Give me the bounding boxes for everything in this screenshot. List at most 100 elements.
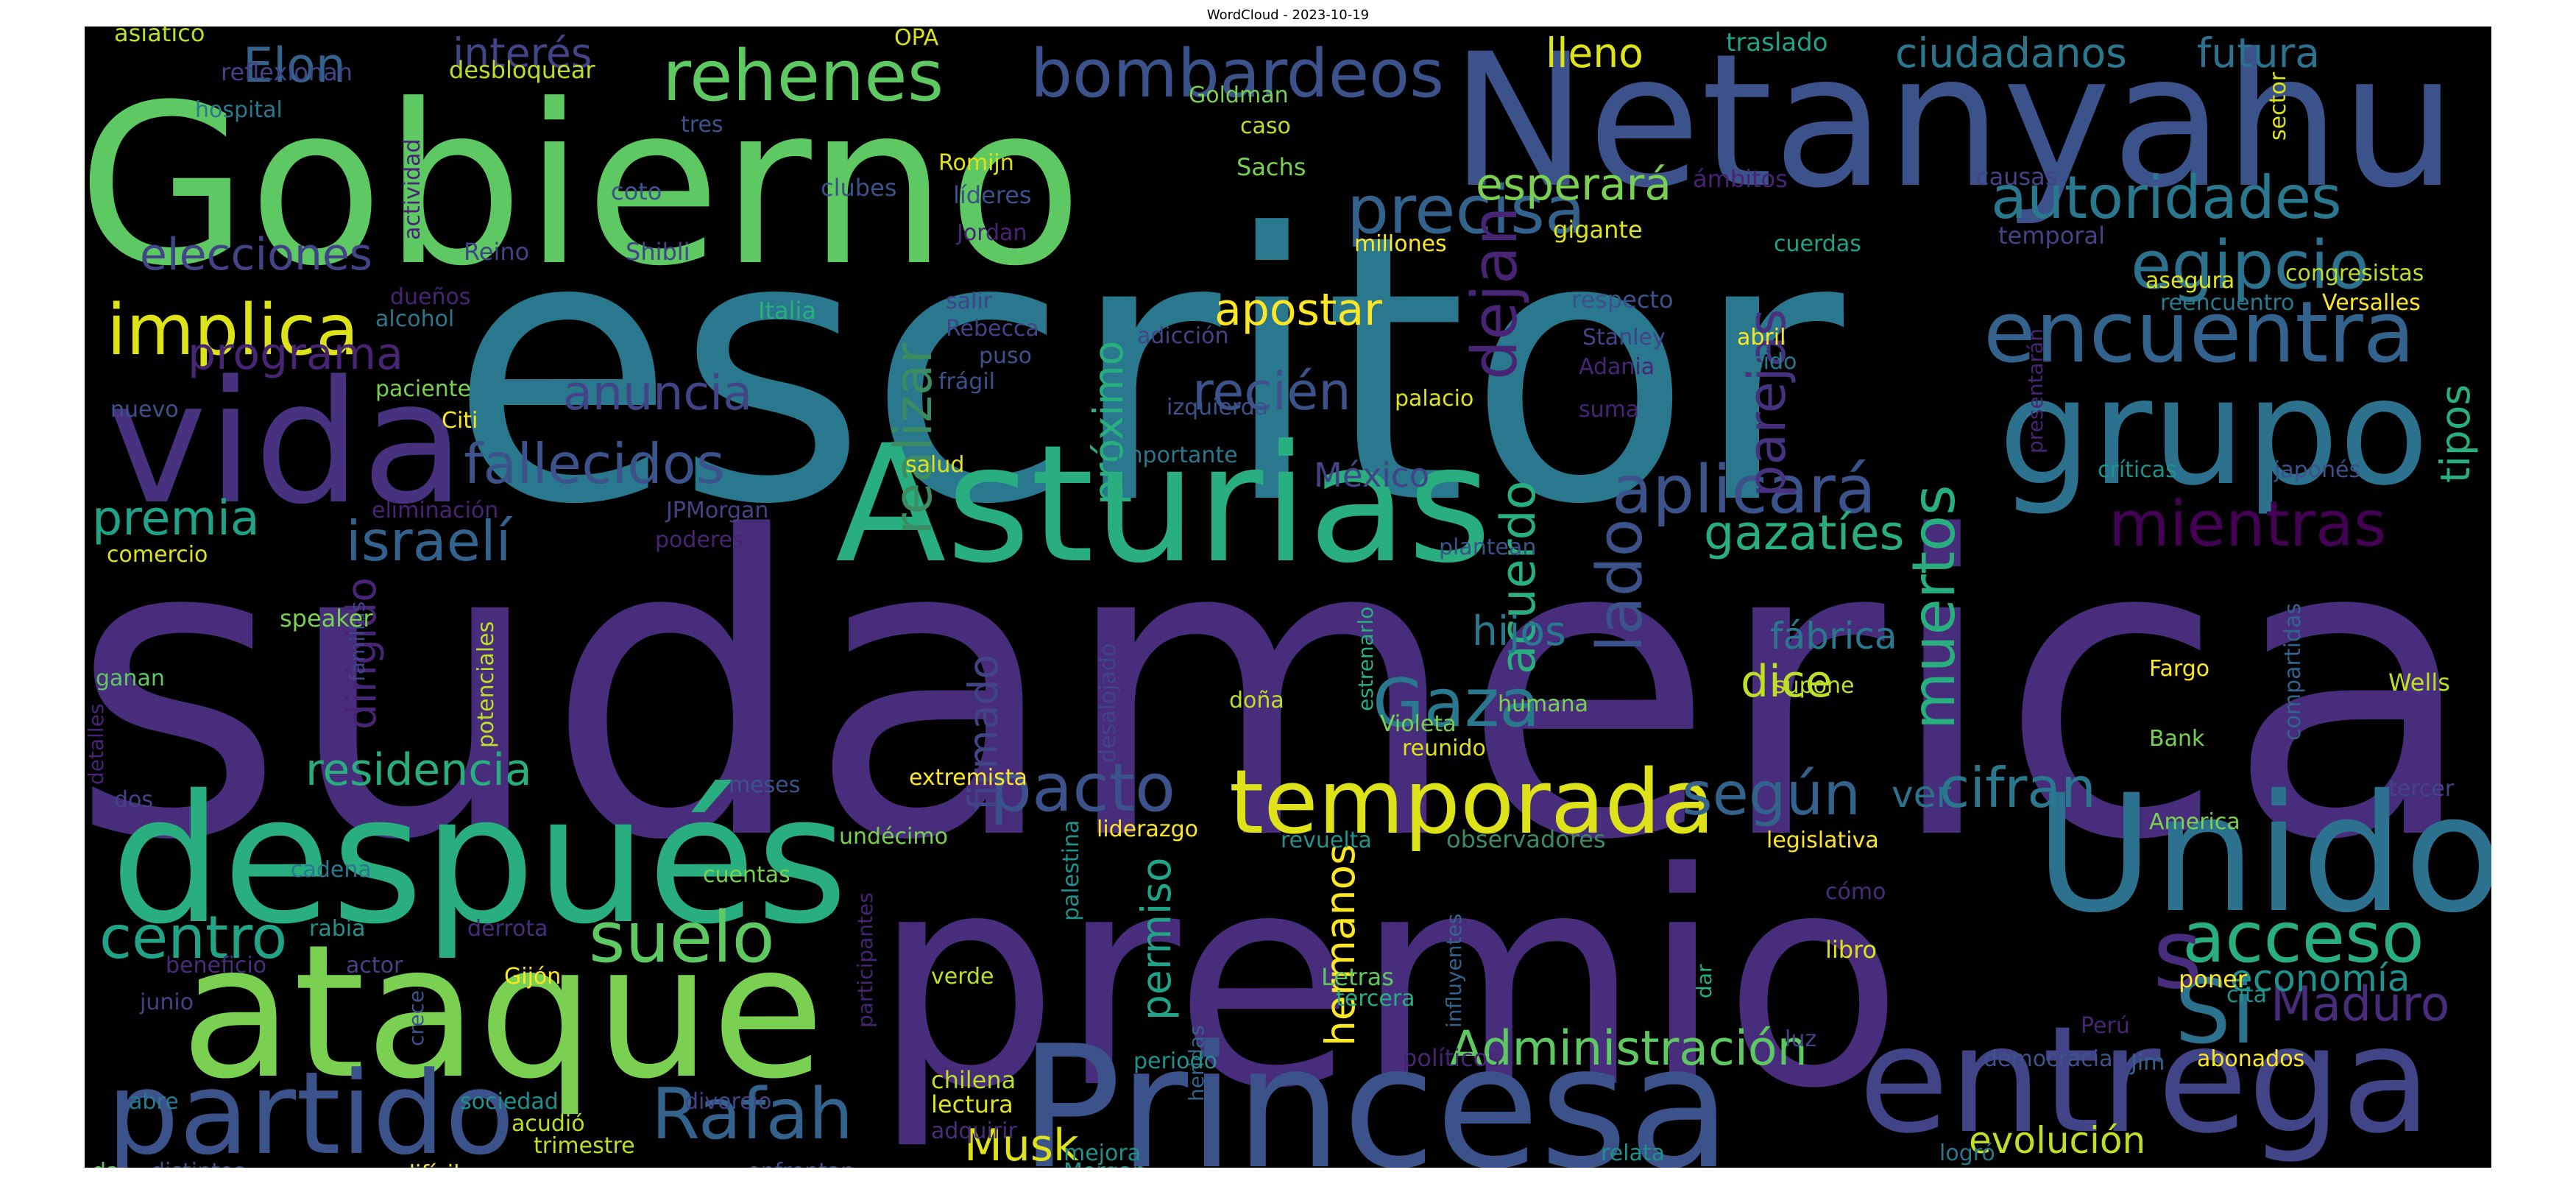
word-rehenes: rehenes [662,36,944,117]
word-dirigido: dirigido [338,577,385,730]
word-crece: crece [404,990,428,1046]
word-gaza: Gaza [1373,665,1540,742]
word-detalles: detalles [85,703,108,785]
word-humana: humana [1498,691,1588,717]
word-extremista: extremista [909,765,1027,791]
word-fargo: Fargo [2149,656,2209,682]
word-asegura: asegura [2145,268,2234,294]
word-trimestre: trimestre [534,1133,635,1159]
word-tercera: tercera [1336,986,1415,1012]
word-distintos: distintos [151,1159,245,1168]
word-potenciales: potenciales [473,621,499,748]
word-partido: partido [107,1047,514,1168]
word-beneficio: beneficio [166,953,266,978]
wordcloud-canvas: sudamericanoescritor premio Gobierno Netany… [85,27,2491,1168]
word-egipcio: egipcio [2131,227,2369,304]
word-importante: importante [1115,442,1238,468]
word-lado: lado [1584,518,1657,652]
word-violeta: Violeta [1380,711,1457,737]
word-suelo: suelo [589,897,775,978]
word-elecciones: elecciones [140,229,372,281]
word-despues: después [110,757,848,963]
word-jordan: Jordan [955,220,1027,246]
word-esperara: esperará [1476,159,1671,211]
word-periodo: periodo [1133,1048,1217,1074]
word-hermanos: hermanos [1317,844,1364,1046]
word-unido: Unido [2035,760,2491,948]
word-tres: tres [681,112,723,138]
word-shibli: Shibli [626,238,690,266]
word-letras: Letras [1321,963,1394,991]
word-izquierda: izquierda [1167,395,1268,420]
word-criticas: críticas [2098,457,2177,483]
word-legislativa: legislativa [1766,828,1879,853]
word-cadena: cadena [291,857,372,883]
word-israeli: israelí [346,509,513,574]
word-palacio: palacio [1395,386,1473,412]
word-fragil: frágil [938,369,995,395]
word-ver: ver [1892,773,1951,816]
word-versalles: Versalles [2322,290,2421,316]
word-parejas: parejas [1737,309,1797,498]
word-s: s [2153,898,2203,1010]
word-caso: caso [1240,113,1291,139]
word-japones: japonés [2274,457,2360,483]
word-traslado: traslado [1726,28,1828,57]
word-paciente: paciente [375,376,471,402]
word-implica: implica [107,290,358,371]
word-alcohol: alcohol [375,306,454,332]
word-respecto: respecto [1571,286,1674,314]
word-supone: supone [1774,673,1855,699]
word-tipos: tipos [2432,384,2479,483]
word-actor: actor [346,953,403,978]
word-entrega: entrega [1858,995,2432,1166]
word-permiso: permiso [1133,857,1180,1020]
word-como: cómo [1825,879,1886,905]
word-lideres: líderes [953,181,1032,209]
word-nuevo: nuevo [110,397,179,423]
word-jim: Jim [2129,1050,2165,1076]
word-premio: premio [872,811,1903,1153]
word-netanyahu: Netanyahu [1450,27,2458,228]
word-maduro: Maduro [2271,977,2449,1032]
word-ataque: ataque [180,905,824,1119]
word-reflexionan: reflexionan [221,58,353,86]
word-poner: poner [2179,965,2248,993]
word-dificil: difícil [401,1161,459,1168]
word-mexico: México [1314,456,1429,495]
word-salir: salir [946,289,993,314]
word-lleno: lleno [1546,29,1643,77]
word-mejora: mejora [1064,1140,1141,1166]
word-gigante: gigante [1553,216,1643,244]
word-si: Si [2175,962,2256,1064]
chart-title: WordCloud - 2023-10-19 [1206,7,1370,23]
word-observadores: observadores [1446,825,1606,853]
word-meses: meses [729,772,800,798]
word-opa: OPA [894,27,939,51]
word-plantean: plantean [1439,535,1536,560]
word-apostar: apostar [1214,284,1382,336]
word-desalojado: desalojado [1095,643,1121,763]
word-aplicara: aplicará [1612,451,1876,529]
word-ganan: ganan [96,666,165,691]
word-cuerdas: cuerdas [1774,231,1861,257]
word-precisa: precisa [1347,172,1585,249]
word-ambitos: ámbitos [1693,165,1788,193]
word-reencuentro: reencuentro [2160,290,2294,316]
word-undecimo: undécimo [839,824,948,850]
word-hijos: hijos [1472,607,1566,655]
word-lectura: lectura [931,1090,1013,1118]
word-mientras: mientras [2109,488,2386,561]
word-causas: causas [1976,163,2057,191]
word-italia: Italia [758,297,816,325]
word-adania: Adania [1579,354,1655,380]
word-desbloquear: desbloquear [449,56,595,84]
word-logro: logró [1939,1140,1995,1166]
word-acceso: acceso [2182,897,2424,978]
word-elon: Elon [243,38,346,94]
word-fabrica: fábrica [1770,615,1897,657]
word-reino: Reino [464,238,529,266]
word-puso: puso [979,343,1032,369]
word-estrenarlo: estrenarlo [1354,607,1378,711]
word-cuentas: cuentas [703,862,790,888]
